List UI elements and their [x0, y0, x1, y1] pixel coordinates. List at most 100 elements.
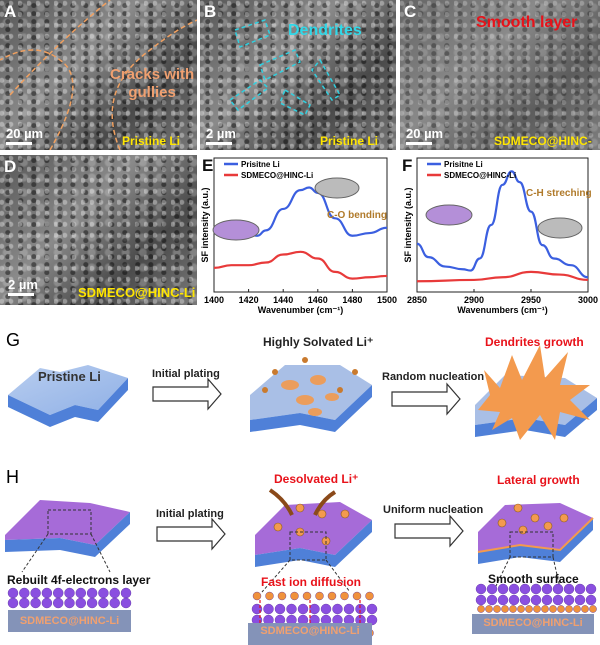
x-tick-label: 2900: [464, 295, 484, 305]
solvent-adsorption-disc: [314, 177, 360, 199]
atom: [75, 597, 87, 609]
label-highly-solvated: Highly Solvated Li⁺: [263, 335, 374, 349]
atom: [549, 605, 557, 613]
label-initial-plating-h: Initial plating: [156, 508, 224, 520]
atom: [508, 594, 520, 606]
crack-outline: [0, 0, 197, 150]
atom: [574, 594, 586, 606]
label-fast-ion-diffusion: Fast ion diffusion: [261, 575, 361, 589]
sem-image-a: A Cracks with gullies 20 µm Pristine Li: [0, 0, 197, 150]
sample-label-c: SDMECO@HINC-Li: [494, 134, 592, 150]
atom: [19, 587, 30, 599]
atom: [509, 605, 517, 613]
legend-label: SDMECO@HINC-Li: [241, 171, 313, 180]
atom: [315, 591, 324, 601]
atom: [7, 597, 19, 609]
atom: [519, 583, 531, 595]
atom: [557, 605, 565, 613]
x-tick-label: 1480: [342, 295, 362, 305]
desolvated-li-slab: [255, 488, 372, 593]
x-tick-label: 1420: [239, 295, 259, 305]
atom: [501, 605, 509, 613]
atom: [565, 605, 573, 613]
sem-image-d: D 2 µm SDMECO@HINC-Li: [0, 155, 197, 305]
atom: [508, 583, 520, 595]
atom: [327, 591, 337, 601]
panel-label-c: C: [404, 2, 417, 21]
legend-label: SDMECO@HINC-Li: [444, 171, 516, 180]
solvent-adsorption-disc: [537, 217, 583, 239]
sem-image-c: C Smooth layer 20 µm SDMECO@HINC-Li: [400, 0, 600, 150]
solvent-terminal-disc: [425, 204, 473, 226]
annotation-cracks: Cracks with gullies: [110, 66, 195, 101]
peak-annotation: C-H streching: [526, 188, 592, 199]
x-tick-label: 1440: [273, 295, 293, 305]
label-random-nucleation: Random nucleation: [382, 371, 485, 383]
x-axis-label: Wavenumbers (cm⁻¹): [457, 305, 547, 315]
atom: [86, 587, 98, 599]
atom: [343, 603, 355, 615]
atom: [340, 591, 349, 601]
scale-bar-c: 20 µm: [406, 126, 443, 145]
label-dendrites-growth: Dendrites growth: [485, 335, 584, 349]
annotation-dendrites: Dendrites: [288, 22, 362, 39]
atom: [30, 597, 41, 609]
pristine-li-slab: [8, 365, 128, 427]
atom: [519, 594, 531, 606]
atom: [332, 603, 343, 615]
annotation-smooth-layer: Smooth layer: [476, 14, 578, 31]
solvent-terminal-disc: [212, 219, 260, 241]
panel-label-g: G: [6, 330, 21, 350]
atom: [286, 603, 297, 615]
arrow-h1: [156, 517, 226, 551]
x-tick-label: 1500: [377, 295, 397, 305]
x-axis-label: Wavenumber (cm⁻¹): [258, 305, 343, 315]
atom: [530, 594, 542, 606]
atom: [75, 587, 87, 599]
atom: [352, 591, 362, 601]
atom: [309, 603, 320, 615]
dendrite-slab: [475, 345, 597, 440]
panel-label-e: E: [202, 156, 214, 175]
atom: [530, 583, 542, 595]
sample-label-b: Pristine Li: [320, 134, 379, 148]
atom: [64, 597, 75, 609]
panel-label-a: A: [4, 2, 17, 21]
label-desolvated: Desolvated Li⁺: [274, 472, 359, 486]
panel-label-f: F: [402, 156, 413, 175]
atom: [486, 583, 498, 595]
atom: [53, 587, 64, 599]
lateral-growth-slab: [477, 503, 594, 589]
atom: [320, 603, 332, 615]
label-pristine-li: Pristine Li: [38, 369, 101, 384]
atom: [19, 597, 30, 609]
atom: [297, 603, 309, 615]
dendrite-outlines: [228, 19, 342, 116]
atom: [366, 614, 378, 626]
atom: [109, 597, 120, 609]
arrow-h2: [394, 514, 464, 548]
atom: [355, 603, 366, 615]
atom: [477, 605, 485, 613]
sample-label-a: Pristine Li: [122, 134, 181, 148]
atom: [517, 605, 525, 613]
schematic-drawing: [5, 345, 597, 638]
peak-annotation: C-O bending: [327, 210, 387, 221]
atom: [581, 605, 589, 613]
atom: [120, 587, 132, 599]
atom: [589, 605, 597, 613]
x-tick-label: 3000: [578, 295, 598, 305]
atom: [475, 594, 487, 606]
atom: [493, 605, 501, 613]
series-line: [416, 170, 589, 279]
plot-frame: [213, 157, 388, 293]
arrow-g2: [391, 382, 461, 416]
atom: [86, 597, 98, 609]
atom: [485, 605, 493, 613]
chart-e: 1400 1420 1440 1460 1480 1500 Wavenumber (cm⁻¹…: [200, 157, 598, 315]
atom: [290, 591, 299, 601]
atom: [53, 597, 64, 609]
plot-frame: [416, 157, 589, 293]
atom: [525, 605, 533, 613]
atom: [563, 594, 575, 606]
